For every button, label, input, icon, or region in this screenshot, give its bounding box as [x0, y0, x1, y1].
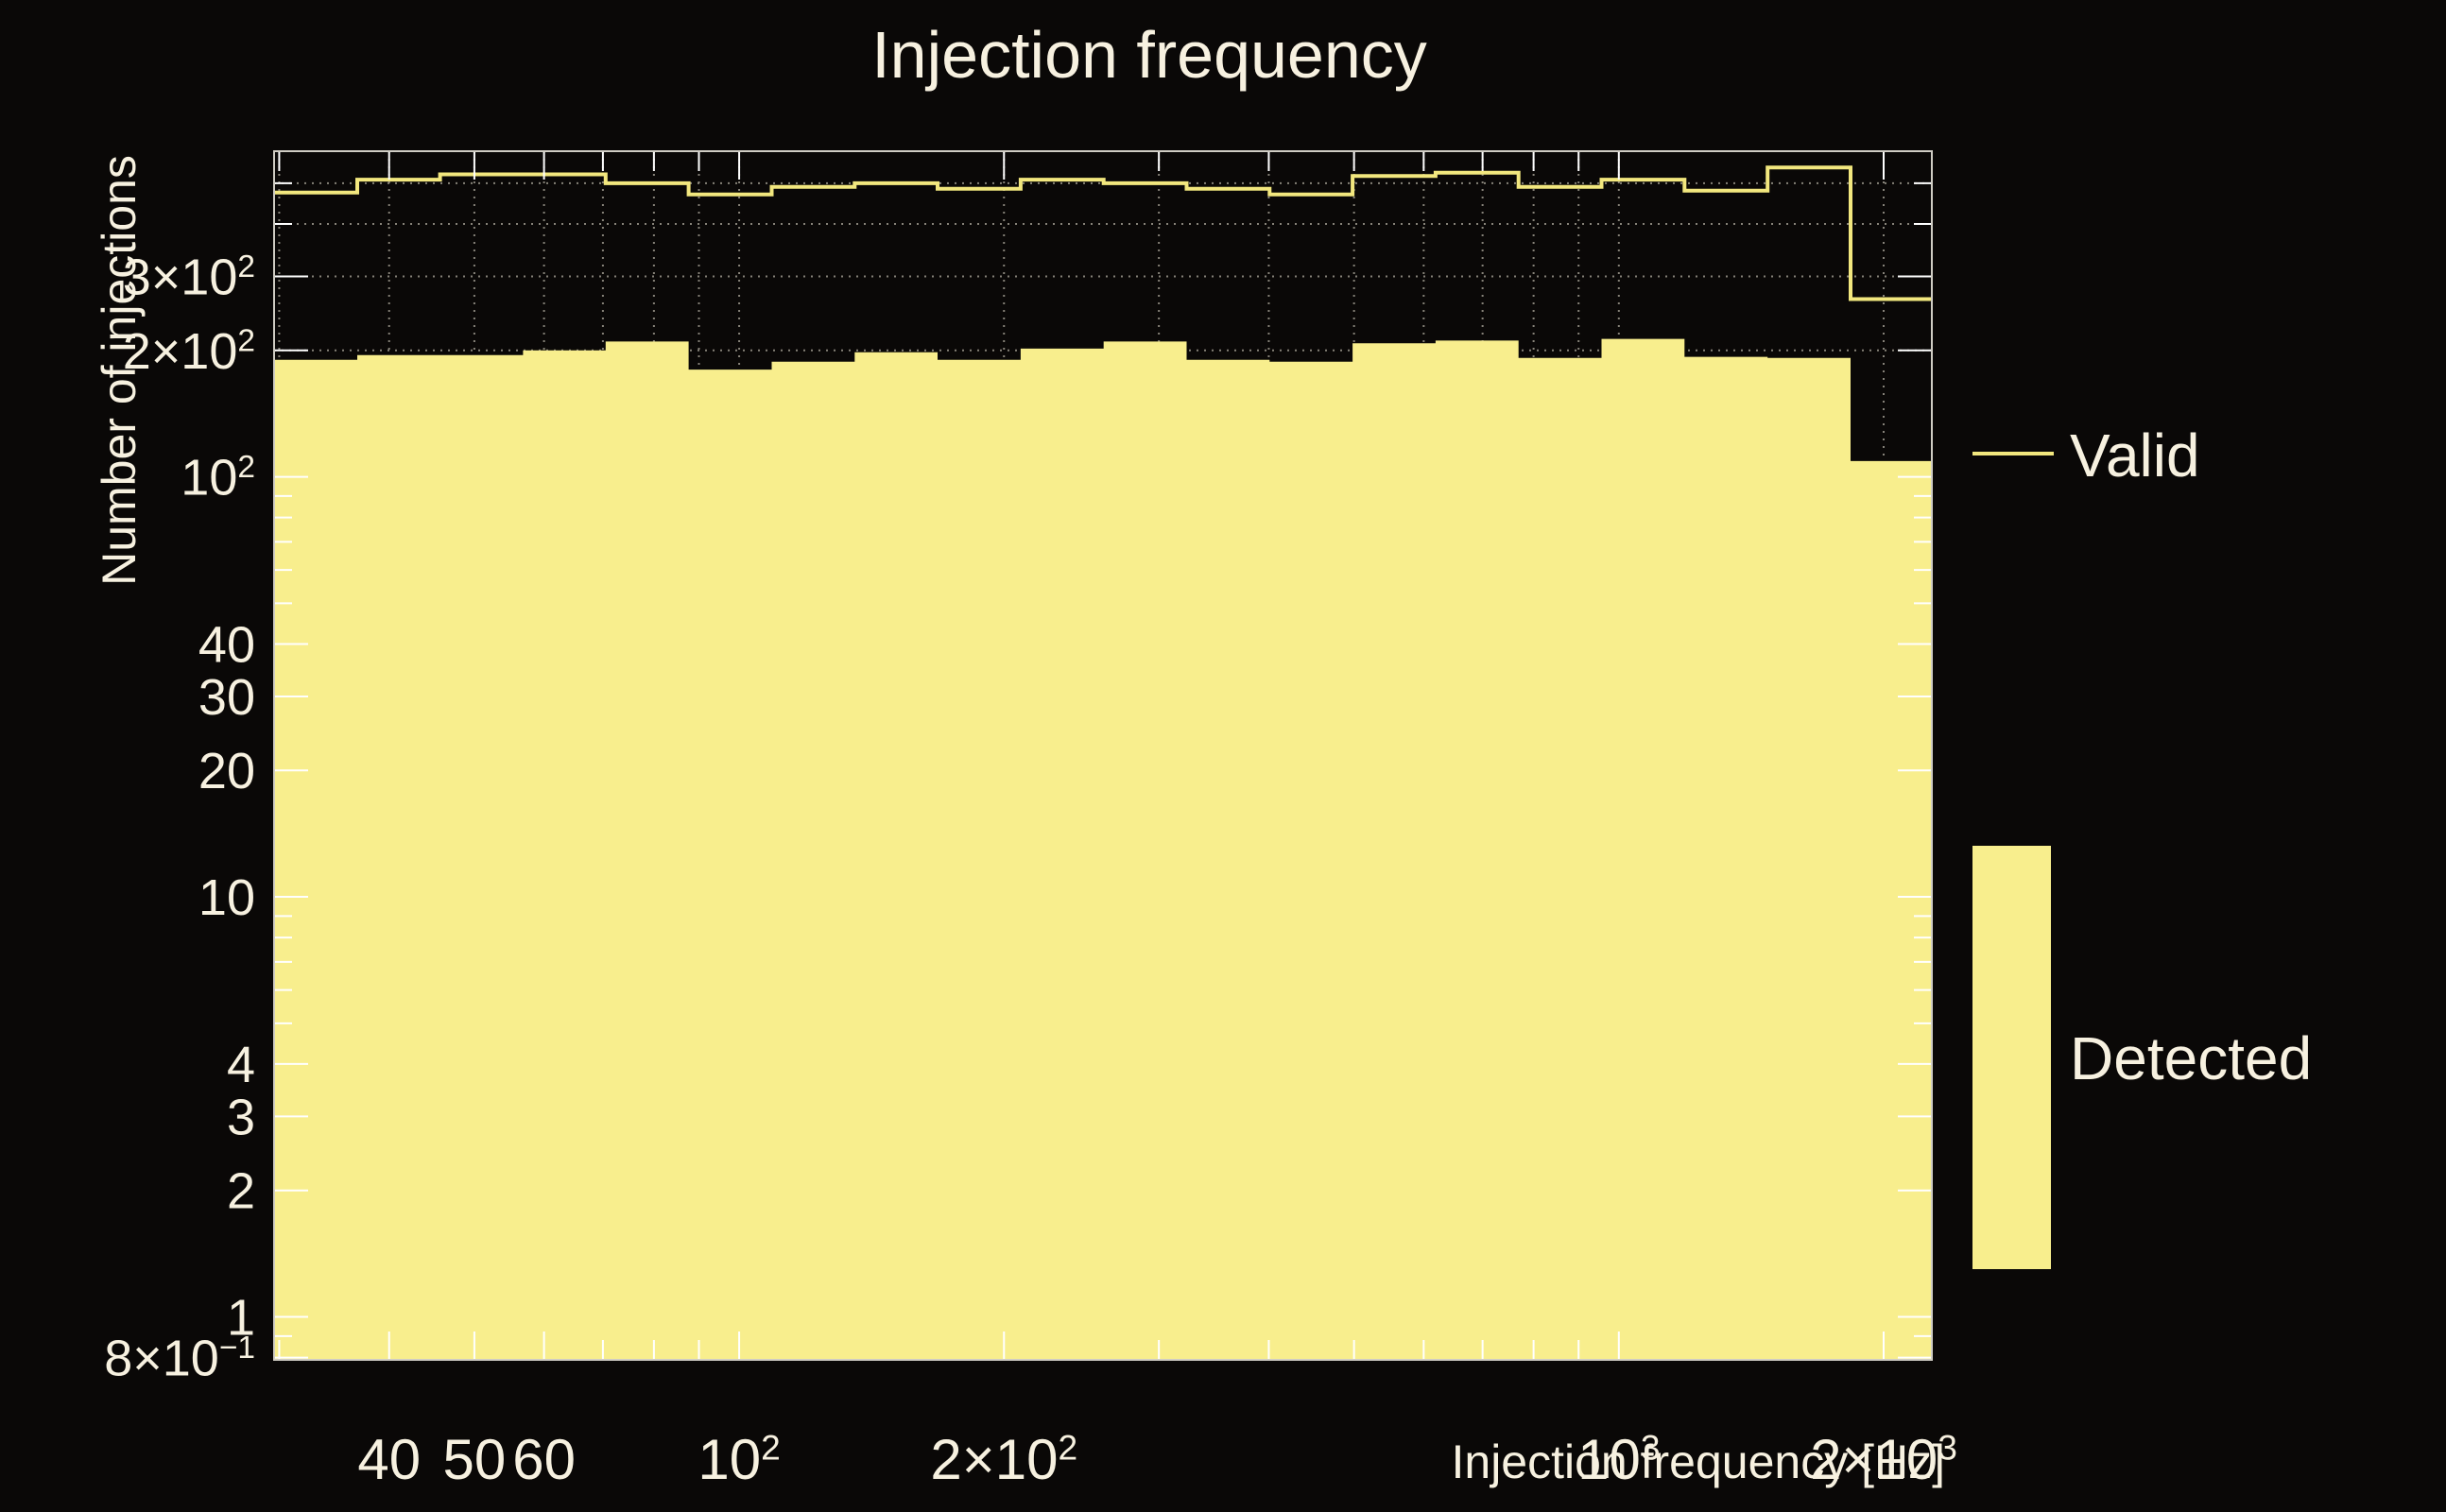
- tick-label: 2×103: [1810, 1428, 1957, 1491]
- axis-ticks: [274, 151, 1932, 1360]
- tick-label: 40: [198, 616, 255, 673]
- tick-label: 4: [227, 1037, 255, 1093]
- tick-label: 3×102: [123, 249, 255, 306]
- legend-detected-fill-swatch: [1972, 846, 2051, 1269]
- tick-label: 20: [198, 743, 255, 799]
- legend-valid-line-swatch: [1972, 452, 2054, 455]
- tick-label: 2×102: [930, 1428, 1077, 1491]
- detected-histogram-fill: [274, 338, 1932, 1361]
- tick-label: 50: [443, 1428, 507, 1491]
- tick-label: 40: [357, 1428, 421, 1491]
- legend-valid-label: Valid: [2070, 421, 2200, 490]
- tick-label: 10: [198, 869, 255, 926]
- legend-detected-label: Detected: [2070, 1024, 2313, 1092]
- tick-label: 3: [227, 1089, 255, 1145]
- y-axis-label: Number of injections: [93, 155, 146, 586]
- chart-title: Injection frequency: [871, 18, 1427, 92]
- x-axis-label: Injection frequency [Hz]: [1451, 1435, 1946, 1488]
- x-tick-labels: 40 50 60 102 2×102 103 2×103: [357, 1428, 1957, 1491]
- tick-label: 102: [181, 450, 255, 507]
- tick-label: 1: [227, 1289, 255, 1346]
- tick-label: 103: [1577, 1428, 1660, 1491]
- valid-histogram-line: [274, 165, 1932, 301]
- tick-label: 30: [198, 669, 255, 726]
- plot-frame: [273, 150, 1933, 1361]
- tick-label: 102: [698, 1428, 780, 1491]
- tick-label: 60: [512, 1428, 576, 1491]
- tick-label: 2×102: [123, 323, 255, 380]
- tick-label: 2: [227, 1163, 255, 1220]
- tick-label: 8×10−1: [104, 1331, 255, 1387]
